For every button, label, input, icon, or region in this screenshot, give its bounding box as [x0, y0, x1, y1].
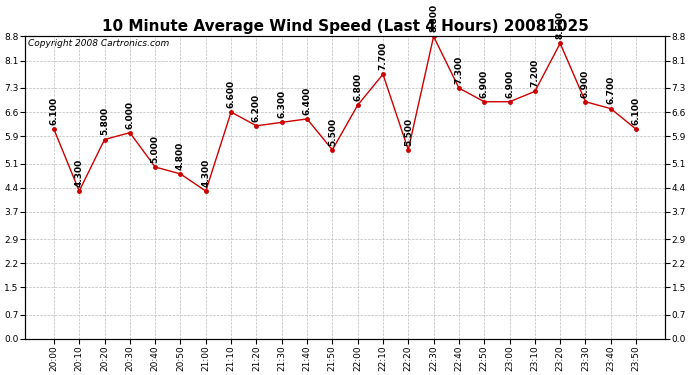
- Text: 6.900: 6.900: [505, 69, 514, 98]
- Text: 6.000: 6.000: [126, 100, 135, 129]
- Text: 5.800: 5.800: [100, 107, 109, 135]
- Text: 6.700: 6.700: [607, 76, 615, 105]
- Text: Copyright 2008 Cartronics.com: Copyright 2008 Cartronics.com: [28, 39, 169, 48]
- Text: 6.300: 6.300: [277, 90, 286, 118]
- Text: 6.800: 6.800: [353, 73, 362, 101]
- Text: 4.300: 4.300: [75, 159, 83, 187]
- Text: 6.400: 6.400: [302, 87, 311, 115]
- Text: 7.300: 7.300: [455, 56, 464, 84]
- Text: 8.600: 8.600: [555, 11, 564, 39]
- Text: 5.500: 5.500: [404, 117, 413, 146]
- Text: 5.000: 5.000: [150, 135, 159, 163]
- Text: 6.100: 6.100: [50, 97, 59, 125]
- Title: 10 Minute Average Wind Speed (Last 4 Hours) 20081025: 10 Minute Average Wind Speed (Last 4 Hou…: [101, 19, 589, 34]
- Text: 4.800: 4.800: [176, 141, 185, 170]
- Text: 6.100: 6.100: [631, 97, 640, 125]
- Text: 7.200: 7.200: [531, 59, 540, 87]
- Text: 4.300: 4.300: [201, 159, 210, 187]
- Text: 7.700: 7.700: [379, 42, 388, 70]
- Text: 6.200: 6.200: [252, 93, 261, 122]
- Text: 6.600: 6.600: [226, 80, 235, 108]
- Text: 8.800: 8.800: [429, 4, 438, 32]
- Text: 5.500: 5.500: [328, 117, 337, 146]
- Text: 6.900: 6.900: [581, 69, 590, 98]
- Text: 6.900: 6.900: [480, 69, 489, 98]
